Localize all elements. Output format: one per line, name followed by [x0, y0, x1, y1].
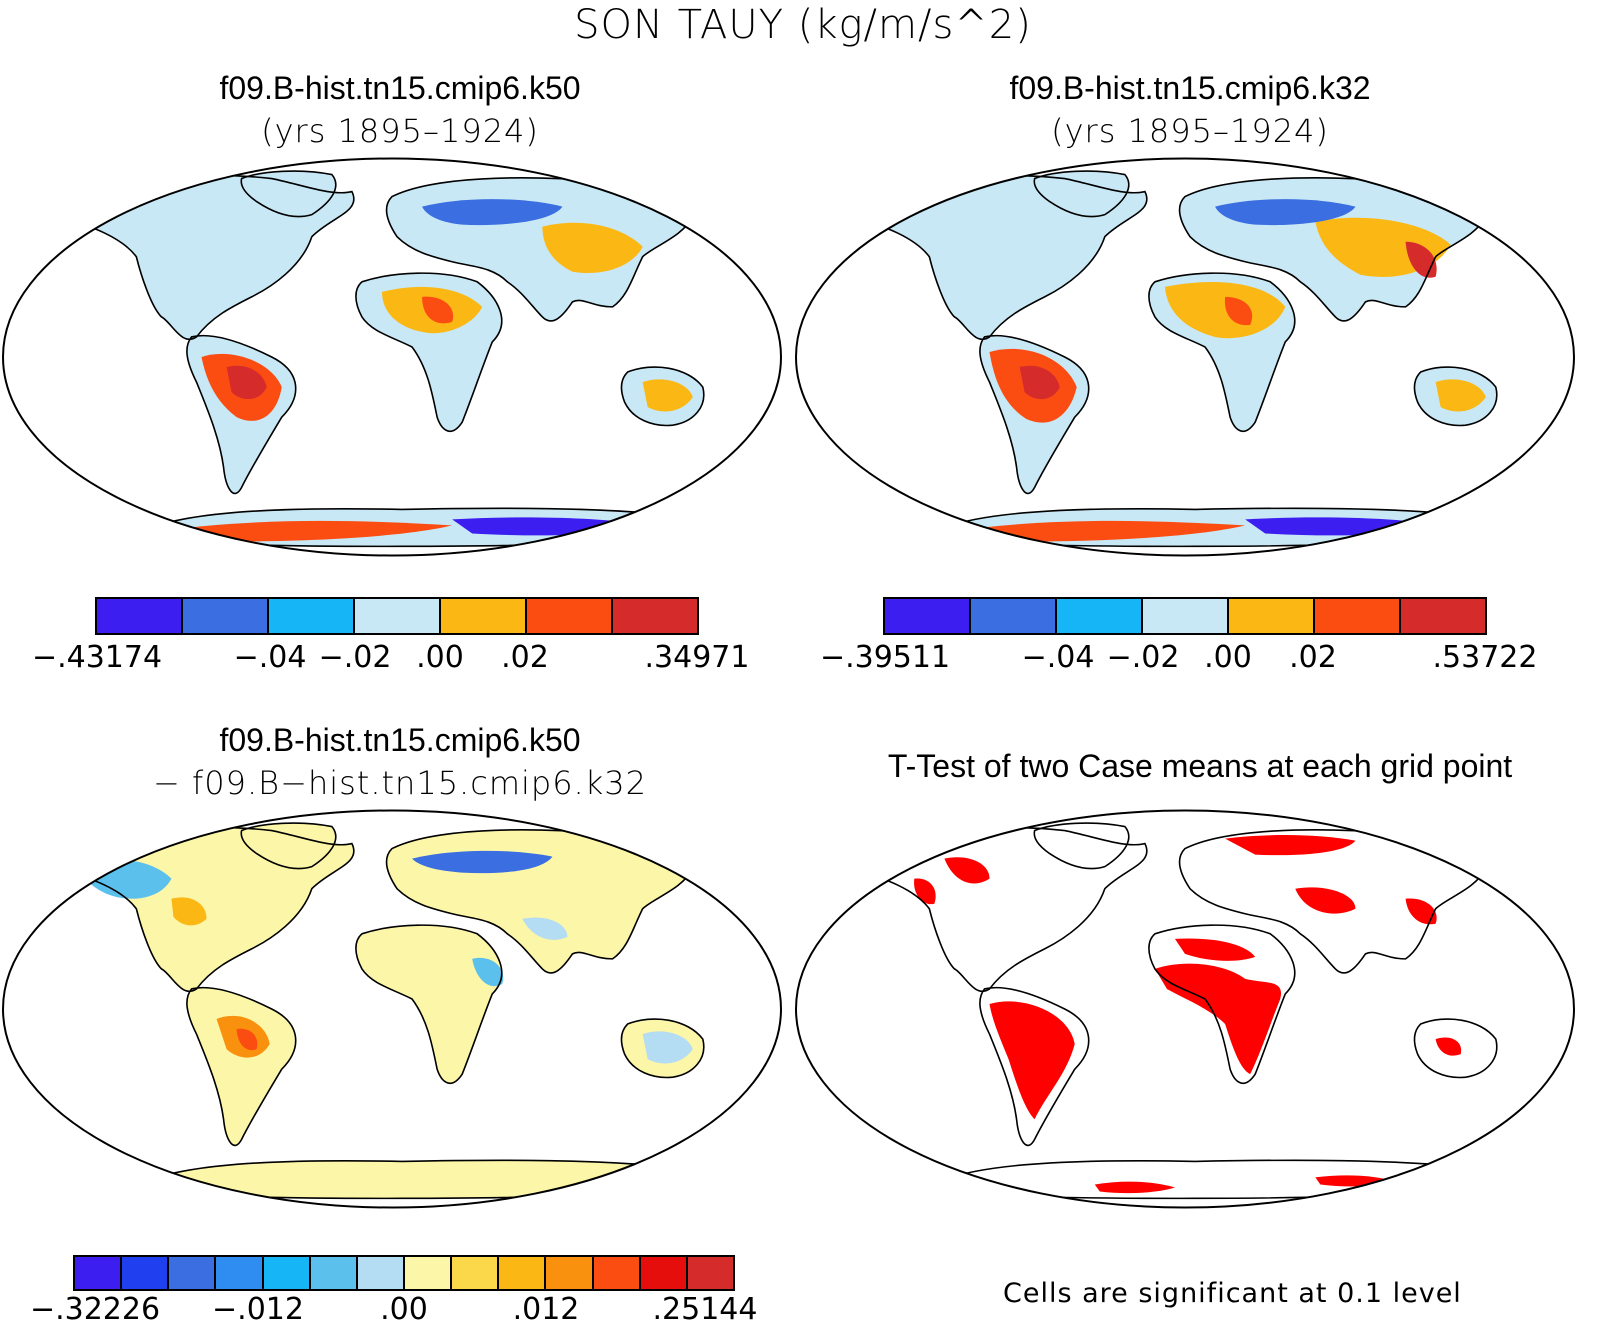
- colorbar-swatch: [1315, 599, 1401, 633]
- colorbar-top-left: [95, 597, 699, 635]
- colorbar-swatch: [593, 1257, 641, 1289]
- panel-subtitle-bottom-left: − f09.B−hist.tn15.cmip6.k32: [153, 764, 647, 802]
- colorbar-swatch: [263, 1257, 311, 1289]
- colorbar-swatch: [546, 1257, 594, 1289]
- colorbar-swatch: [122, 1257, 170, 1289]
- colorbar-label: .00: [1204, 640, 1252, 675]
- colorbar-label: −.04: [1021, 640, 1095, 675]
- panel-title-top-right: f09.B-hist.tn15.cmip6.k32: [1009, 70, 1371, 106]
- colorbar-swatch: [183, 599, 269, 633]
- colorbar-swatch: [613, 599, 697, 633]
- colorbar-label: .02: [1289, 640, 1337, 675]
- colorbar-label: .00: [416, 640, 464, 675]
- colorbar-label: −.04: [233, 640, 307, 675]
- colorbar-swatch: [404, 1257, 453, 1289]
- panel-title-bottom-left: f09.B-hist.tn15.cmip6.k50: [219, 722, 581, 758]
- colorbar-label: −.39511: [819, 640, 951, 675]
- colorbar-swatch: [216, 1257, 264, 1289]
- map-top-right: [795, 157, 1575, 557]
- colorbar-swatch: [1143, 599, 1229, 633]
- colorbar-labels-bottom-left: −.32226 −.012 .00 .012 .25144: [30, 1292, 758, 1332]
- colorbar-swatch: [971, 599, 1057, 633]
- significance-note: Cells are significant at 0.1 level: [1003, 1278, 1462, 1309]
- panel-subtitle-top-left: (yrs 1895–1924): [261, 112, 539, 150]
- panel-subtitle-top-right: (yrs 1895–1924): [1051, 112, 1329, 150]
- colorbar-swatch: [499, 1257, 547, 1289]
- colorbar-label: −.02: [1106, 640, 1180, 675]
- colorbar-swatch: [640, 1257, 688, 1289]
- colorbar-swatch: [269, 599, 355, 633]
- colorbar-label: −.43174: [31, 640, 163, 675]
- colorbar-swatch: [527, 599, 613, 633]
- panel-title-bottom-right: T-Test of two Case means at each grid po…: [887, 748, 1513, 784]
- colorbar-label: .02: [501, 640, 549, 675]
- colorbar-swatch: [1229, 599, 1315, 633]
- colorbar-swatch: [310, 1257, 358, 1289]
- map-bottom-left: [2, 809, 782, 1209]
- colorbar-swatch: [885, 599, 971, 633]
- colorbar-bottom-left: [73, 1255, 735, 1291]
- map-top-left: [2, 157, 782, 557]
- map-bottom-right: [795, 809, 1575, 1209]
- colorbar-label: .00: [380, 1292, 428, 1327]
- colorbar-swatch: [687, 1257, 733, 1289]
- colorbar-swatch: [357, 1257, 405, 1289]
- colorbar-swatch: [355, 599, 441, 633]
- colorbar-label: −.012: [212, 1292, 304, 1327]
- colorbar-swatch: [1057, 599, 1143, 633]
- panel-title-top-left: f09.B-hist.tn15.cmip6.k50: [219, 70, 581, 106]
- colorbar-top-right: [883, 597, 1487, 635]
- colorbar-swatch: [1401, 599, 1485, 633]
- colorbar-swatch: [75, 1257, 123, 1289]
- main-title: SON TAUY (kg/m/s^2): [574, 2, 1032, 48]
- colorbar-labels-top-right: −.39511 −.04 −.02 .00 .02 .53722: [820, 640, 1538, 680]
- colorbar-label: −.32226: [29, 1292, 161, 1327]
- colorbar-swatch: [97, 599, 183, 633]
- colorbar-label: .25144: [652, 1292, 758, 1327]
- colorbar-label: −.02: [318, 640, 392, 675]
- colorbar-swatch: [452, 1257, 500, 1289]
- colorbar-swatch: [169, 1257, 217, 1289]
- colorbar-swatch: [441, 599, 527, 633]
- colorbar-labels-top-left: −.43174 −.04 −.02 .00 .02 .34971: [32, 640, 750, 680]
- colorbar-label: .53722: [1432, 640, 1538, 675]
- colorbar-label: .34971: [644, 640, 750, 675]
- colorbar-label: .012: [512, 1292, 580, 1327]
